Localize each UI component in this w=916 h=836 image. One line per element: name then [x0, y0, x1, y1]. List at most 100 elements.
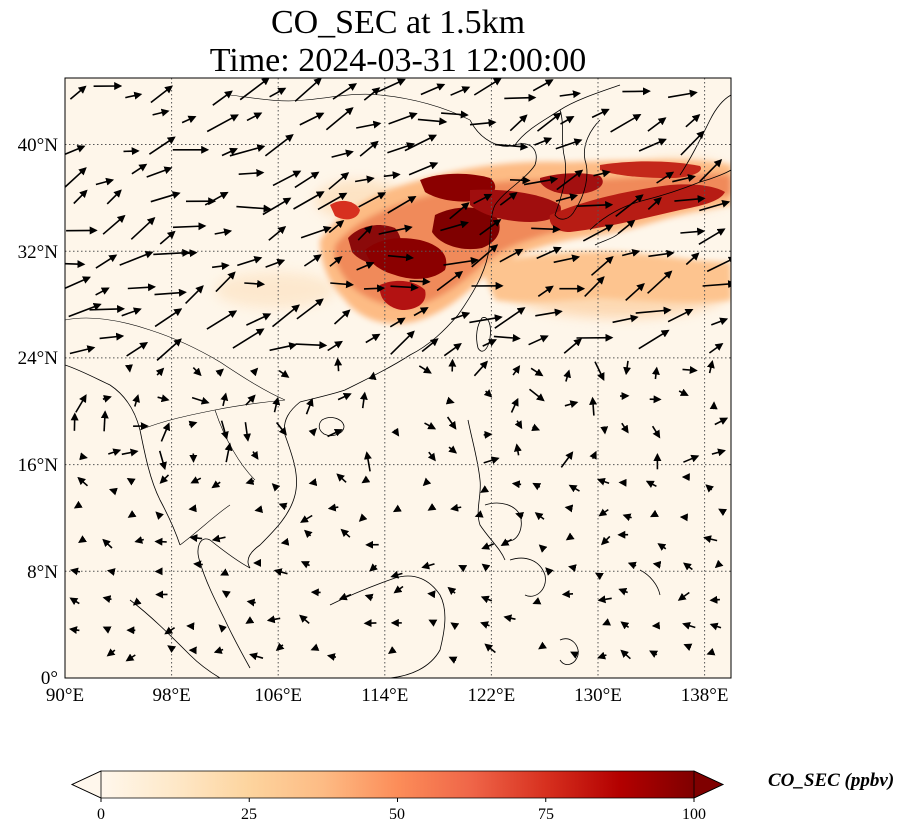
wind-arrow	[625, 283, 645, 301]
wind-arrow	[317, 192, 348, 211]
wind-arrow	[278, 369, 290, 378]
wind-arrow	[278, 502, 288, 511]
wind-arrow	[440, 220, 469, 232]
wind-arrow	[683, 562, 693, 571]
wind-arrow	[328, 219, 345, 234]
colorbar	[71, 770, 724, 802]
wind-arrow	[167, 645, 177, 654]
wind-arrow	[556, 169, 584, 191]
wind-arrow	[531, 225, 561, 234]
wind-arrow	[125, 91, 143, 100]
wind-arrow	[500, 538, 513, 547]
wind-arrow	[211, 480, 221, 489]
wind-arrow	[537, 112, 562, 132]
wind-arrow	[647, 197, 662, 210]
wind-arrow	[593, 169, 611, 178]
wind-arrow	[559, 90, 581, 99]
wind-arrow	[102, 595, 112, 604]
wind-arrow	[504, 93, 537, 102]
wind-arrow	[706, 359, 715, 374]
wind-arrow	[530, 367, 544, 377]
wind-arrow	[185, 285, 204, 304]
wind-arrow	[124, 364, 133, 373]
wind-arrow	[545, 567, 554, 576]
wind-arrow	[158, 450, 167, 471]
wind-arrow	[271, 483, 281, 492]
wind-arrow	[480, 621, 490, 629]
wind-arrow	[150, 85, 173, 104]
wind-arrow	[272, 170, 302, 187]
wind-arrow	[327, 503, 339, 512]
wind-arrow	[99, 332, 125, 341]
lon-tick-label: 138°E	[681, 685, 729, 706]
wind-arrow	[709, 595, 720, 604]
wind-arrow	[651, 366, 660, 380]
wind-arrow	[582, 224, 614, 242]
wind-arrow	[249, 367, 259, 377]
lat-tick-label: 8°N	[27, 562, 58, 583]
wind-arrow	[220, 392, 229, 407]
wind-arrow	[293, 191, 325, 210]
wind-arrow	[615, 194, 644, 218]
colorbar-extend-low	[71, 770, 102, 799]
wind-arrow	[458, 564, 468, 573]
wind-arrow	[65, 276, 91, 290]
wind-arrow	[483, 389, 493, 398]
wind-arrow	[264, 134, 294, 157]
wind-arrow	[295, 341, 328, 350]
wind-arrow	[678, 388, 689, 396]
wind-arrow	[127, 283, 156, 292]
lon-tick-label: 106°E	[254, 685, 302, 706]
wind-arrow	[220, 420, 229, 440]
wind-arrow	[215, 271, 236, 293]
wind-arrow	[369, 563, 378, 572]
wind-arrow	[499, 248, 524, 263]
wind-arrow	[474, 510, 484, 518]
wind-arrow	[538, 641, 547, 650]
wind-arrow	[378, 224, 413, 235]
wind-arrow	[237, 256, 263, 267]
wind-arrow	[246, 313, 272, 326]
wind-arrow	[363, 87, 381, 101]
wind-arrow	[708, 342, 724, 354]
wind-arrow	[617, 219, 636, 235]
wind-arrow	[483, 430, 493, 439]
wind-arrow	[146, 166, 173, 178]
wind-arrow	[594, 361, 605, 381]
wind-arrow	[597, 651, 607, 660]
wind-arrow	[447, 586, 457, 596]
wind-arrow	[356, 261, 375, 271]
wind-arrow	[337, 393, 352, 401]
wind-arrow	[250, 450, 259, 460]
wind-arrow	[204, 191, 229, 206]
wind-arrow	[68, 303, 102, 318]
wind-arrow	[238, 169, 265, 178]
wind-arrow	[172, 222, 207, 231]
wind-arrow	[390, 283, 419, 292]
wind-arrow	[511, 480, 522, 489]
wind-arrow	[531, 423, 541, 432]
wind-arrow	[121, 448, 139, 457]
lon-tick-label: 90°E	[46, 685, 84, 706]
wind-arrow	[509, 176, 531, 185]
map-time: Time: 2024-03-31 12:00:00	[209, 42, 587, 79]
wind-arrow	[363, 451, 372, 472]
wind-arrow	[598, 508, 609, 517]
wind-arrow	[680, 130, 705, 156]
wind-arrow	[361, 475, 371, 484]
wind-arrow	[192, 367, 202, 377]
wind-arrow	[645, 480, 657, 489]
wind-arrow	[480, 485, 490, 493]
wind-arrow	[698, 228, 726, 245]
wind-arrow	[600, 426, 609, 435]
wind-arrow	[404, 134, 438, 152]
wind-arrow	[229, 144, 266, 157]
wind-arrow	[224, 442, 233, 463]
lat-tick-labels: 0° 8°N 16°N 24°N 32°N 40°N	[18, 135, 59, 689]
wind-arrow	[332, 83, 358, 100]
wind-arrow	[243, 422, 251, 442]
wind-arrow	[95, 287, 110, 296]
wind-arrow	[108, 487, 118, 496]
wind-arrow	[656, 171, 675, 184]
wind-arrow	[667, 89, 698, 99]
